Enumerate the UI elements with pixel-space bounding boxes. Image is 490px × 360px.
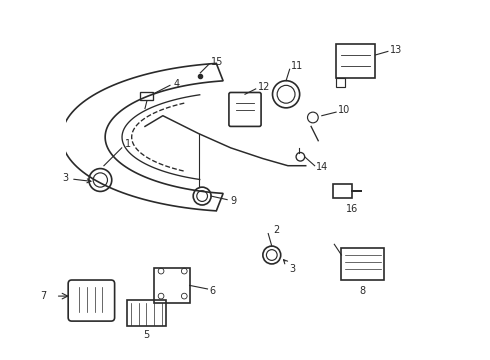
Bar xyxy=(140,92,153,100)
Bar xyxy=(342,248,384,280)
Text: 14: 14 xyxy=(317,162,329,172)
Text: 8: 8 xyxy=(360,286,366,296)
Text: 3: 3 xyxy=(62,173,91,183)
Text: 9: 9 xyxy=(231,197,237,206)
Text: 15: 15 xyxy=(211,57,223,67)
Text: 5: 5 xyxy=(144,330,150,341)
Text: 6: 6 xyxy=(209,286,216,296)
Text: 1: 1 xyxy=(125,139,131,149)
Text: 13: 13 xyxy=(390,45,402,55)
Text: 16: 16 xyxy=(346,203,358,213)
Bar xyxy=(154,267,190,303)
Text: 10: 10 xyxy=(338,105,350,115)
Bar xyxy=(336,78,345,87)
Text: 7: 7 xyxy=(41,291,47,301)
Text: 12: 12 xyxy=(258,82,270,92)
Text: 4: 4 xyxy=(173,78,180,89)
Bar xyxy=(127,300,167,327)
Text: 2: 2 xyxy=(273,225,280,235)
Bar xyxy=(333,184,352,198)
Text: 3: 3 xyxy=(284,260,296,274)
Bar xyxy=(336,44,375,78)
Text: 11: 11 xyxy=(292,61,304,71)
